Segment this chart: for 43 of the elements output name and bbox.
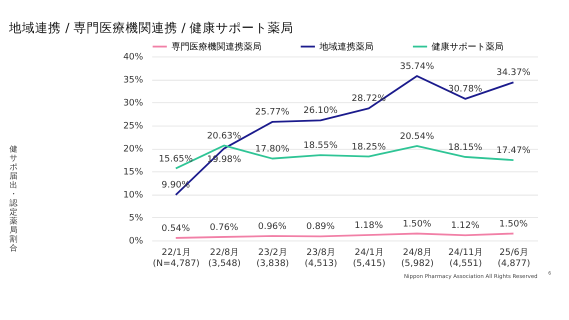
chart-title: 地域連携 / 専門医療機関連携 / 健康サポート薬局: [8, 20, 294, 36]
x-tick-label: 22/8月 (3,548): [208, 248, 241, 270]
y-tick-label: 30%: [123, 98, 144, 109]
y-tick-label: 15%: [123, 168, 144, 178]
y-tick-label: 25%: [123, 122, 144, 132]
y-tick-label: 40%: [123, 52, 144, 63]
data-label: 35.74%: [400, 62, 435, 72]
data-label: 17.47%: [496, 146, 532, 156]
data-label: 0.76%: [210, 222, 239, 233]
data-label: 30.78%: [448, 84, 483, 95]
data-label: 1.18%: [354, 220, 384, 231]
data-label: 0.96%: [258, 222, 287, 232]
x-tick-label: 24/11月 (4,551): [448, 248, 484, 270]
data-label: 15.65%: [158, 154, 194, 164]
y-tick-label: 10%: [123, 190, 144, 201]
data-label: 18.25%: [352, 142, 386, 152]
legend-label: 専門医療機関連携薬局: [171, 41, 262, 52]
data-label: 20.54%: [400, 132, 435, 142]
y-tick-label: 20%: [123, 144, 144, 155]
data-label: 18.15%: [448, 142, 483, 153]
data-label: 0.54%: [162, 224, 191, 234]
x-tick-label: 22/1月 (N=4,787): [152, 248, 200, 270]
data-label: 1.12%: [450, 221, 480, 232]
x-tick-label: 24/8月 (5,982): [401, 248, 434, 270]
data-label: 1.50%: [499, 219, 528, 230]
data-label: 26.10%: [303, 106, 338, 116]
legend-label: 健康サポート薬局: [432, 41, 504, 52]
y-tick-label: 35%: [123, 76, 144, 86]
x-tick-label: 23/2月 (3,838): [256, 248, 290, 270]
data-label: 0.89%: [306, 222, 336, 232]
data-label: 18.55%: [303, 140, 338, 151]
y-tick-label: 0%: [128, 236, 144, 247]
data-label: 25.77%: [255, 108, 290, 118]
y-tick-label: 5%: [128, 214, 144, 224]
text: 健サポ届出・認定薬局割合: [10, 144, 18, 252]
x-tick-label: 25/6月 (4,877): [498, 248, 530, 270]
data-label: 34.37%: [496, 68, 532, 78]
legend-label: 地域連携薬局: [318, 41, 374, 52]
data-label: 20.63%: [206, 131, 242, 142]
x-tick-label: 23/8月 (4,513): [304, 248, 338, 270]
data-label: 1.50%: [402, 219, 432, 230]
x-tick-label: 24/1月 (5,415): [352, 248, 386, 270]
data-label: 17.80%: [255, 144, 290, 154]
